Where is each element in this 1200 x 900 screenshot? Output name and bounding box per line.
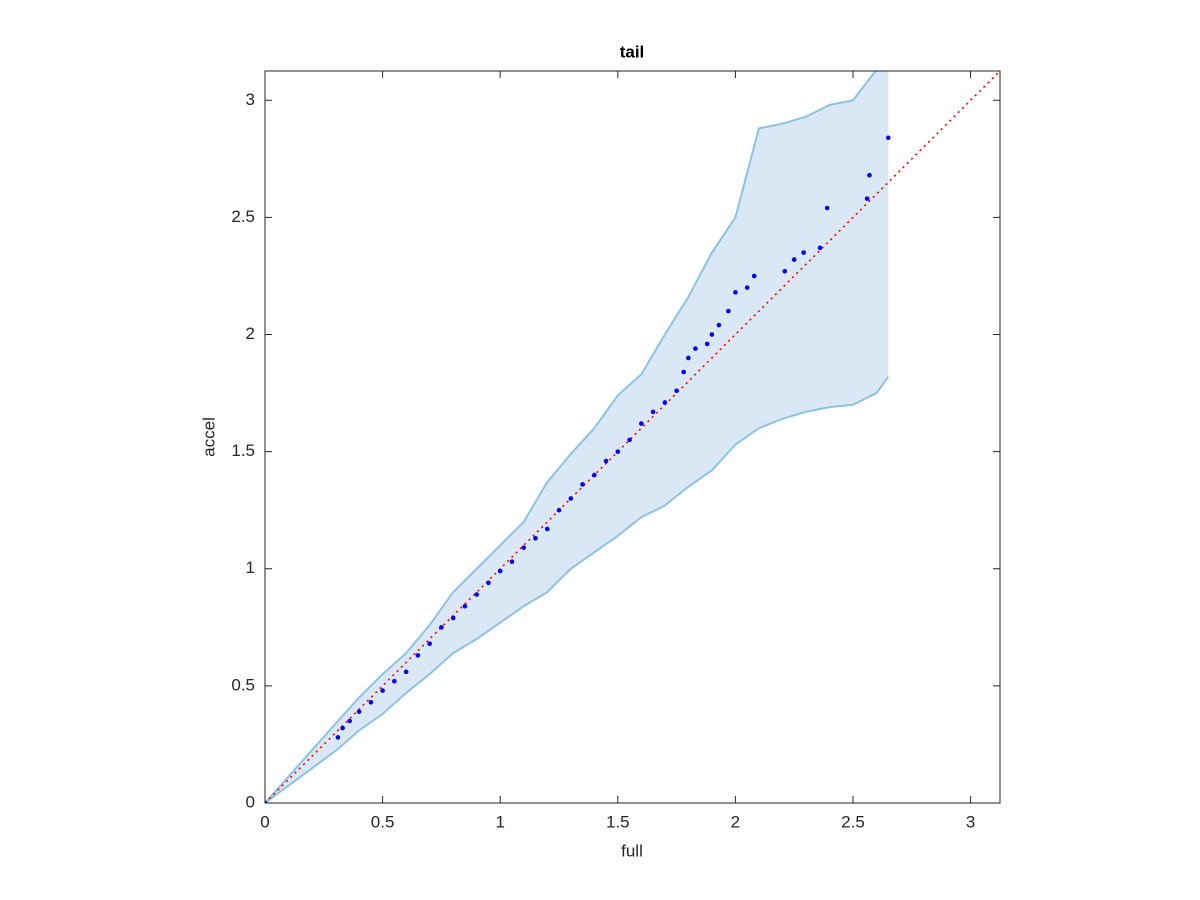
data-point (580, 482, 585, 487)
x-tick-label: 2 (731, 812, 740, 831)
data-point (340, 725, 345, 731)
data-point (415, 653, 421, 658)
y-axis-label: accel (199, 417, 218, 457)
data-point (544, 526, 550, 532)
data-point (474, 592, 479, 597)
y-tick-label: 2 (246, 324, 255, 343)
data-point (791, 257, 797, 262)
data-point (817, 245, 823, 251)
data-point (639, 421, 644, 426)
x-tick-label: 0.5 (371, 812, 395, 831)
y-tick-label: 0.5 (231, 675, 255, 694)
band-upper (265, 71, 877, 803)
data-point (867, 172, 872, 178)
data-point (726, 308, 731, 314)
data-point (864, 196, 870, 201)
data-point (427, 641, 432, 647)
data-point (265, 800, 268, 803)
data-point (450, 615, 456, 621)
data-point (693, 346, 698, 351)
data-point (681, 369, 686, 375)
data-point (356, 709, 362, 714)
band-area (265, 71, 889, 803)
data-point (627, 437, 632, 443)
data-point (556, 507, 562, 513)
data-point (392, 678, 397, 684)
data-point (733, 290, 738, 295)
data-point (744, 285, 750, 290)
data-point (824, 205, 830, 211)
data-point (885, 135, 891, 141)
data-point (439, 625, 444, 630)
data-point (462, 603, 468, 609)
data-point (704, 341, 710, 347)
y-tick-label: 1 (246, 558, 255, 577)
data-point (368, 699, 374, 705)
data-point (347, 718, 352, 724)
reference-line (265, 71, 1000, 803)
data-point (509, 559, 515, 565)
data-point (751, 273, 757, 279)
data-point (674, 388, 679, 394)
data-point (335, 735, 341, 740)
y-tick-label: 1.5 (231, 441, 255, 460)
data-point (603, 458, 609, 464)
plot-area (265, 71, 1000, 803)
x-tick-label: 0 (260, 812, 269, 831)
x-tick-label: 1 (495, 812, 504, 831)
data-point (782, 268, 788, 274)
x-tick-label: 2.5 (841, 812, 865, 831)
data-point (380, 688, 385, 693)
x-tick-label: 1.5 (606, 812, 630, 831)
data-point (591, 472, 597, 478)
y-tick-label: 0 (246, 792, 255, 811)
data-point (497, 568, 503, 574)
data-point (662, 400, 668, 405)
data-point (568, 496, 574, 501)
data-point (521, 545, 527, 550)
data-point (650, 409, 656, 415)
data-point (533, 536, 538, 541)
chart-title: tail (620, 42, 645, 61)
y-tick-label: 2.5 (231, 207, 255, 226)
x-tick-label: 3 (966, 812, 975, 831)
data-point (801, 250, 806, 255)
x-axis-label: full (621, 841, 643, 860)
data-point (403, 669, 409, 675)
data-point (615, 449, 621, 454)
axes-box (264, 70, 1001, 804)
data-point (716, 322, 722, 328)
y-tick-label: 3 (246, 90, 255, 109)
data-point (486, 580, 491, 586)
band-lower (265, 376, 890, 803)
data-point (709, 332, 715, 337)
data-point (686, 355, 691, 361)
